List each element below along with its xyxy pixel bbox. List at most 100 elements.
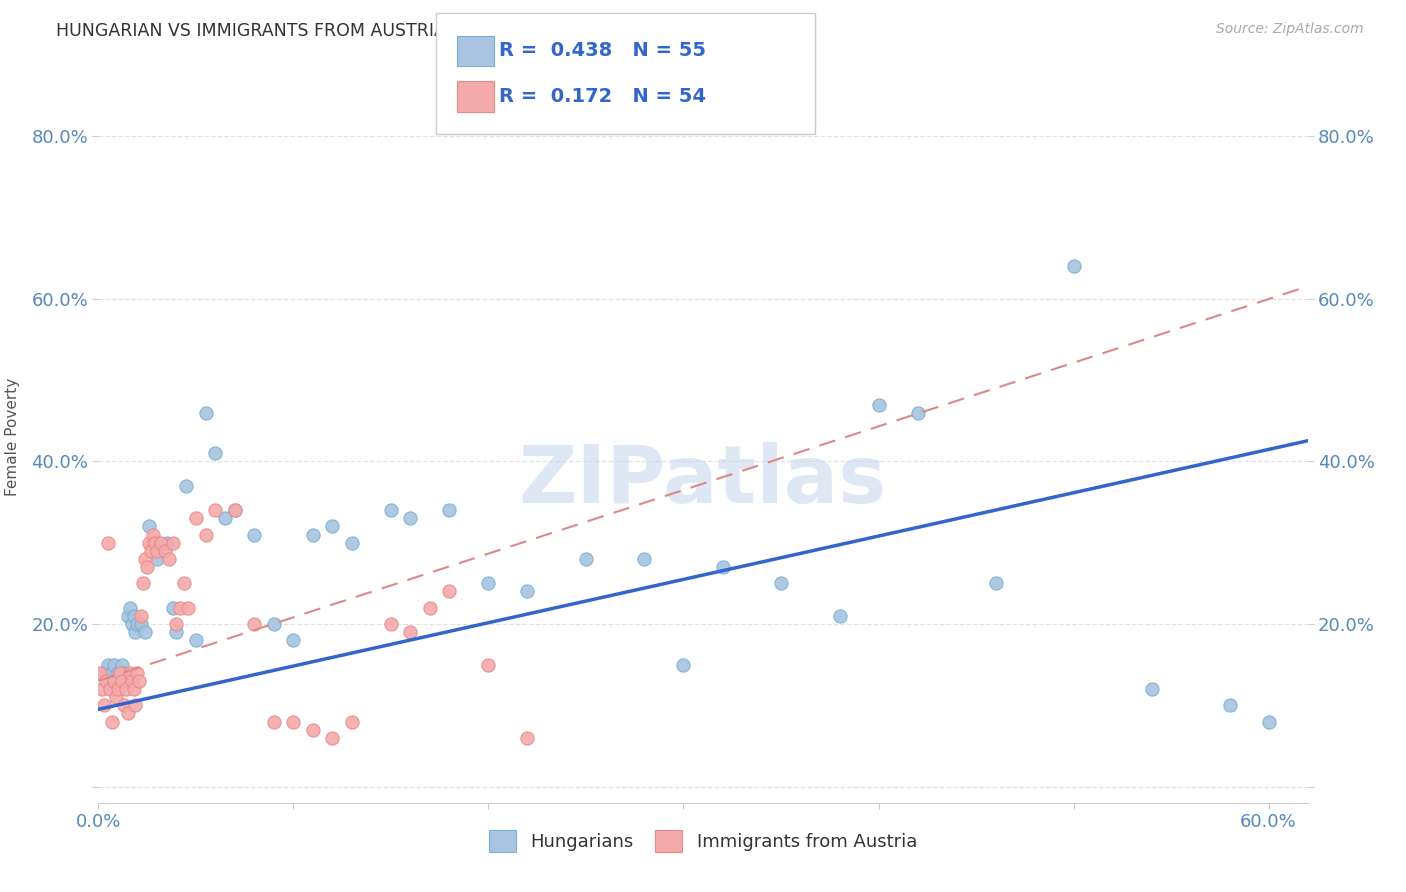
Point — [224, 503, 246, 517]
Point — [124, 698, 146, 713]
Point — [97, 657, 120, 672]
Text: HUNGARIAN VS IMMIGRANTS FROM AUSTRIA FEMALE POVERTY CORRELATION CHART: HUNGARIAN VS IMMIGRANTS FROM AUSTRIA FEM… — [56, 22, 799, 40]
Point — [112, 665, 135, 680]
Point — [157, 552, 180, 566]
Point — [633, 552, 655, 566]
Legend: Hungarians, Immigrants from Austria: Hungarians, Immigrants from Austria — [482, 823, 924, 860]
Point — [769, 576, 792, 591]
Point — [118, 600, 141, 615]
Point — [138, 535, 160, 549]
Point — [399, 511, 422, 525]
Point — [204, 503, 226, 517]
Point — [146, 544, 169, 558]
Point — [828, 608, 851, 623]
Point — [131, 608, 153, 623]
Point — [108, 665, 131, 680]
Point — [302, 723, 325, 737]
Point — [89, 665, 111, 680]
Point — [138, 519, 160, 533]
Point — [104, 673, 127, 688]
Point — [124, 625, 146, 640]
Point — [146, 552, 169, 566]
Point — [136, 560, 159, 574]
Point — [162, 600, 184, 615]
Point — [173, 576, 195, 591]
Point — [101, 665, 124, 680]
Point — [184, 633, 207, 648]
Point — [103, 657, 125, 672]
Point — [516, 584, 538, 599]
Point — [516, 731, 538, 745]
Point — [111, 673, 134, 688]
Point — [224, 503, 246, 517]
Text: ZIPatlas: ZIPatlas — [519, 442, 887, 520]
Point — [165, 625, 187, 640]
Point — [204, 446, 226, 460]
Point — [107, 681, 129, 696]
Point — [98, 673, 121, 688]
Point — [672, 657, 695, 672]
Point — [439, 584, 461, 599]
Point — [114, 681, 136, 696]
Point — [122, 681, 145, 696]
Point — [121, 617, 143, 632]
Text: R =  0.172   N = 54: R = 0.172 N = 54 — [499, 87, 706, 106]
Point — [174, 479, 197, 493]
Point — [321, 519, 343, 533]
Point — [134, 625, 156, 640]
Point — [399, 625, 422, 640]
Point — [97, 535, 120, 549]
Point — [127, 617, 149, 632]
Point — [162, 535, 184, 549]
Point — [439, 503, 461, 517]
Point — [380, 503, 402, 517]
Point — [340, 714, 363, 729]
Point — [93, 698, 115, 713]
Point — [93, 665, 115, 680]
Point — [107, 665, 129, 680]
Text: R =  0.438   N = 55: R = 0.438 N = 55 — [499, 41, 706, 61]
Point — [118, 665, 141, 680]
Point — [128, 673, 150, 688]
Point — [1140, 681, 1163, 696]
Point — [380, 617, 402, 632]
Point — [134, 552, 156, 566]
Point — [419, 600, 441, 615]
Point — [321, 731, 343, 745]
Point — [1257, 714, 1279, 729]
Point — [302, 527, 325, 541]
Point — [1063, 260, 1085, 274]
Point — [139, 544, 162, 558]
Point — [156, 535, 179, 549]
Point — [122, 608, 145, 623]
Point — [96, 673, 118, 688]
Point — [184, 511, 207, 525]
Point — [194, 406, 217, 420]
Point — [169, 600, 191, 615]
Point — [142, 535, 165, 549]
Point — [711, 560, 734, 574]
Point — [121, 673, 143, 688]
Point — [153, 544, 176, 558]
Point — [984, 576, 1007, 591]
Point — [194, 527, 217, 541]
Point — [868, 398, 890, 412]
Point — [127, 665, 149, 680]
Point — [263, 714, 285, 729]
Point — [177, 600, 200, 615]
Point — [117, 706, 139, 721]
Point — [103, 673, 125, 688]
Point — [142, 527, 165, 541]
Point — [98, 681, 121, 696]
Point — [132, 576, 155, 591]
Point — [477, 657, 499, 672]
Point — [108, 673, 131, 688]
Point — [117, 608, 139, 623]
Point — [214, 511, 236, 525]
Point — [165, 617, 187, 632]
Point — [340, 535, 363, 549]
Point — [114, 673, 136, 688]
Point — [263, 617, 285, 632]
Point — [112, 698, 135, 713]
Point — [143, 535, 166, 549]
